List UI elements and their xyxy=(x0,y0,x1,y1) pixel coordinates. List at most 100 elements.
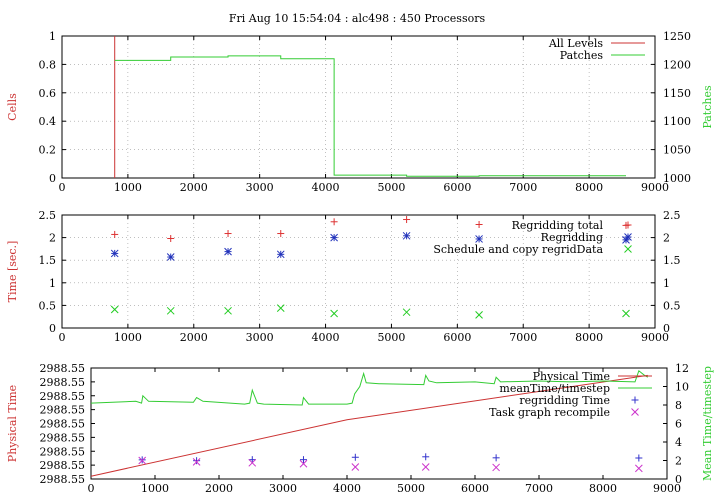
y-axis-label: Cells xyxy=(6,93,19,121)
chart-2: 0 1000 2000 3000 4000 5000 6000 7000 8000 900000.… xyxy=(6,209,681,344)
y-tick-label: 1.5 xyxy=(39,254,57,267)
y-axis-label: Physical Time xyxy=(6,385,19,462)
x-tick-label: 0 xyxy=(59,181,66,194)
data-point xyxy=(299,456,307,464)
grid xyxy=(62,215,655,328)
series-4 xyxy=(138,456,643,473)
y-tick-label: 2988.55 xyxy=(40,473,86,486)
series-line xyxy=(90,369,649,406)
x-tick-label: 9000 xyxy=(653,482,681,495)
data-point xyxy=(492,454,500,462)
legend-label: Physical Time xyxy=(533,370,610,383)
x-tick-label: 7000 xyxy=(525,482,553,495)
data-point xyxy=(166,306,175,315)
x-tick-label: 3000 xyxy=(246,181,274,194)
y2-tick-label: 0 xyxy=(663,322,670,335)
data-point xyxy=(330,218,338,226)
x-tick-label: 4000 xyxy=(333,482,361,495)
y-tick-label: 2.5 xyxy=(39,209,57,222)
y-tick-label: 0 xyxy=(49,172,56,185)
y-tick-label: 2988.55 xyxy=(40,376,86,389)
y2-tick-label: 1.5 xyxy=(663,254,681,267)
legend-label: meanTime/timestep xyxy=(499,382,610,395)
legend-label: regridding Time xyxy=(519,394,610,407)
x-tick-label: 4000 xyxy=(312,181,340,194)
y2-axis-label: Mean Time/timestep xyxy=(701,366,714,481)
y2-tick-label: 0.5 xyxy=(663,299,681,312)
y-tick-label: 1 xyxy=(49,277,56,290)
data-point xyxy=(475,220,483,228)
x-tick-label: 5000 xyxy=(377,331,405,344)
data-point xyxy=(111,230,119,238)
x-tick-label: 5000 xyxy=(397,482,425,495)
data-point xyxy=(634,464,643,473)
data-point xyxy=(167,235,175,243)
x-tick-label: 8000 xyxy=(575,331,603,344)
x-tick-label: 8000 xyxy=(575,181,603,194)
legend-label: Patches xyxy=(560,49,604,62)
y-tick-label: 2988.55 xyxy=(40,445,86,458)
data-point xyxy=(138,456,147,465)
y-tick-label: 0.2 xyxy=(39,144,57,157)
x-tick-label: 0 xyxy=(88,482,95,495)
x-tick-label: 8000 xyxy=(589,482,617,495)
y-tick-label: 2988.55 xyxy=(40,418,86,431)
y2-tick-label: 10 xyxy=(675,381,689,394)
x-tick-label: 6000 xyxy=(443,181,471,194)
data-point xyxy=(224,306,232,315)
data-point xyxy=(110,305,119,314)
series-2 xyxy=(110,231,630,261)
x-tick-label: 2000 xyxy=(180,331,208,344)
data-point xyxy=(330,309,338,318)
y2-tick-label: 2.5 xyxy=(663,209,681,222)
data-point xyxy=(193,457,201,465)
y2-tick-label: 1 xyxy=(663,277,670,290)
y2-tick-label: 1100 xyxy=(663,115,691,128)
data-point xyxy=(475,235,483,243)
data-point xyxy=(402,231,411,240)
series-1 xyxy=(90,374,648,477)
data-point xyxy=(166,253,175,261)
x-tick-label: 1000 xyxy=(114,331,142,344)
x-tick-label: 0 xyxy=(59,331,66,344)
y2-tick-label: 1250 xyxy=(663,30,691,43)
y-axis-label: Time [sec.] xyxy=(6,241,19,303)
x-tick-label: 4000 xyxy=(312,331,340,344)
x-tick-label: 5000 xyxy=(377,181,405,194)
y-tick-label: 2988.55 xyxy=(40,404,86,417)
x-tick-label: 1000 xyxy=(141,482,169,495)
y-tick-label: 0.8 xyxy=(39,58,57,71)
y2-tick-label: 2 xyxy=(675,455,682,468)
data-point xyxy=(299,459,308,468)
legend-label: Task graph recompile xyxy=(489,406,610,419)
data-point xyxy=(492,463,500,472)
y2-tick-label: 0 xyxy=(675,473,682,486)
data-point xyxy=(277,230,285,238)
y-tick-label: 0.5 xyxy=(39,299,57,312)
y-tick-label: 2 xyxy=(49,232,56,245)
chart-3: 0 1000 2000 3000 4000 5000 6000 7000 8000 9000 298… xyxy=(6,362,714,495)
plot-frame xyxy=(61,35,656,179)
y2-tick-label: 1200 xyxy=(663,58,691,71)
y2-tick-label: 1050 xyxy=(663,144,691,157)
x-tick-label: 6000 xyxy=(443,331,471,344)
legend: Physical TimemeanTime/timestepregridding… xyxy=(489,370,652,419)
x-tick-label: 2000 xyxy=(205,482,233,495)
data-point xyxy=(403,216,411,224)
x-tick-label: 1000 xyxy=(114,181,142,194)
chart-1: 0 1000 2000 3000 4000 5000 6000 7000 8000 9000 0 0.… xyxy=(6,30,714,194)
legend-label: Schedule and copy regridData xyxy=(433,243,603,256)
charts: 0 1000 2000 3000 4000 5000 6000 7000 8000 900000.… xyxy=(6,30,714,495)
x-tick-label: 3000 xyxy=(269,482,297,495)
series-2 xyxy=(114,55,627,177)
plot-frame xyxy=(61,214,656,329)
legend-label: Regridding total xyxy=(512,219,604,232)
y2-tick-label: 4 xyxy=(675,436,682,449)
data-point xyxy=(192,458,201,466)
y-tick-label: 1 xyxy=(49,30,56,43)
y-tick-label: 2988.55 xyxy=(40,362,86,375)
y2-tick-label: 12 xyxy=(675,362,689,375)
legend-marker xyxy=(624,221,632,229)
